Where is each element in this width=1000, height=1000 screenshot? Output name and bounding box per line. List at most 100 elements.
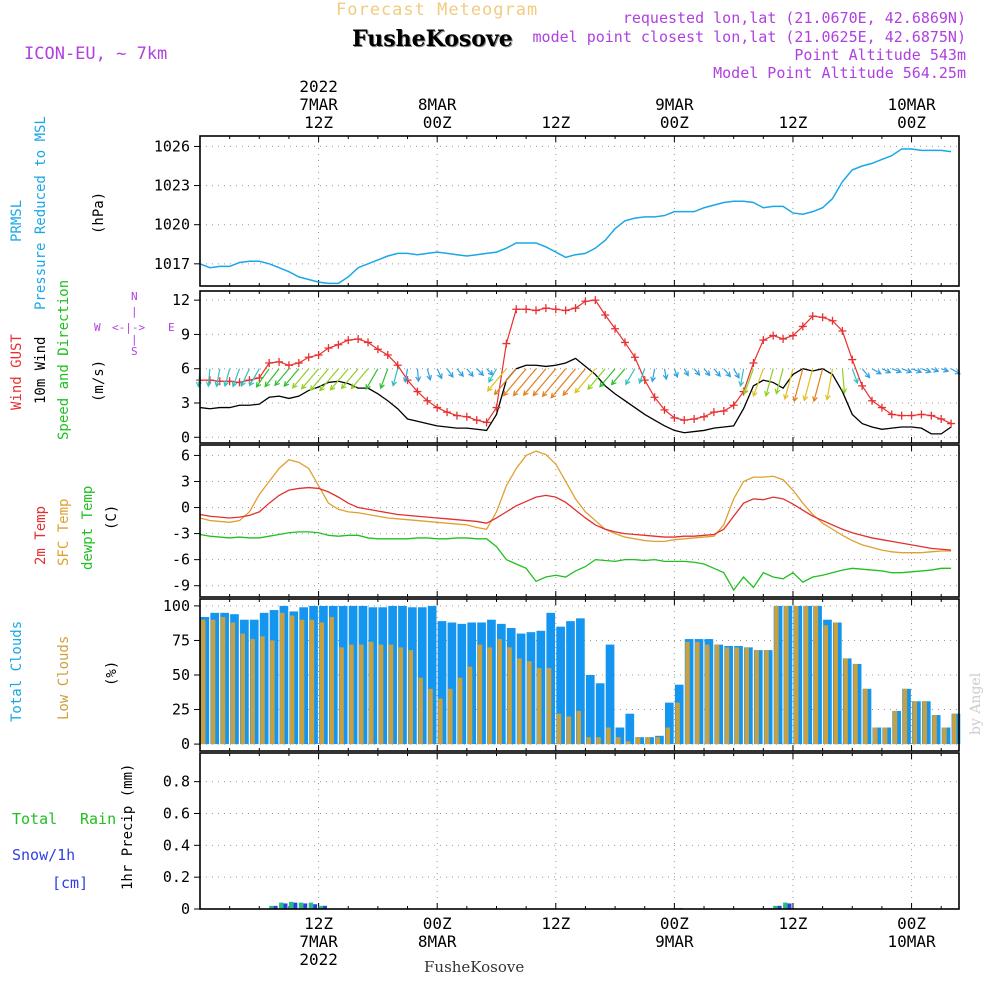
wind-arrow (214, 368, 221, 388)
bar-low-clouds (527, 661, 532, 745)
y-tick-label: 6 (181, 360, 190, 378)
panel-frame (199, 135, 960, 287)
wind-arrow (562, 368, 586, 397)
gust-marker (769, 331, 778, 340)
gust-marker (373, 345, 382, 354)
wind-arrow (693, 368, 701, 377)
bar-low-clouds (734, 647, 740, 745)
compass-bar-bottom: | (131, 333, 138, 346)
gust-marker (759, 336, 768, 345)
wind-arrow (255, 368, 270, 388)
bar-low-clouds (596, 737, 601, 745)
bar-precip-rain (323, 905, 327, 909)
gust-marker (472, 416, 481, 425)
bar-low-clouds (388, 644, 394, 745)
bar-total-clouds (595, 683, 605, 745)
bar-low-clouds (546, 668, 552, 745)
bar-precip-rain (273, 905, 278, 909)
wind-arrow (231, 368, 241, 388)
gust-marker (788, 331, 797, 340)
time-label-bottom: 00Z (660, 914, 689, 933)
p5-label-rain: Rain (80, 810, 117, 828)
y-tick-label: 75 (172, 631, 190, 649)
gust-marker (393, 361, 402, 370)
y-tick-label: 0.4 (163, 836, 190, 854)
y-tick-label: -3 (172, 525, 190, 543)
bar-low-clouds (675, 702, 680, 745)
time-label-top: 7MAR (299, 95, 338, 114)
bar-low-clouds (487, 647, 493, 745)
y-tick-label: 50 (172, 666, 190, 684)
wind-arrow (532, 368, 557, 397)
wind-arrow (783, 368, 794, 401)
bar-low-clouds (230, 622, 236, 745)
y-tick-label: 3 (181, 472, 190, 490)
bar-low-clouds (201, 619, 206, 745)
bar-total-clouds (625, 713, 635, 745)
gust-marker (581, 297, 590, 306)
bar-low-clouds (378, 644, 384, 745)
gust-marker (650, 393, 659, 402)
bar-low-clouds (309, 619, 315, 745)
footer-location: FusheKosove (424, 958, 525, 976)
gust-marker (838, 327, 847, 335)
bar-low-clouds (912, 701, 918, 745)
time-label-top: 00Z (660, 113, 689, 132)
gust-marker (532, 306, 541, 315)
gust-marker (354, 335, 363, 343)
bar-low-clouds (705, 644, 710, 745)
gust-marker (462, 412, 471, 421)
bar-low-clouds (616, 737, 621, 745)
bar-total-clouds (615, 727, 625, 745)
wind-arrow (365, 368, 379, 391)
time-label-bottom: 12Z (541, 914, 570, 933)
bar-precip-rain (303, 903, 308, 909)
gust-marker (897, 411, 906, 420)
bar-low-clouds (576, 710, 581, 745)
bar-low-clouds (270, 640, 275, 745)
gust-marker (729, 401, 738, 410)
p5-label-cm: [cm] (52, 874, 89, 892)
compass-bar-top: | (131, 305, 138, 318)
gust-marker (828, 316, 837, 325)
bar-low-clouds (823, 625, 829, 745)
gust-marker (541, 304, 550, 313)
bar-total-clouds (605, 644, 615, 745)
y-tick-label: 9 (181, 325, 190, 343)
gust-marker (225, 377, 234, 386)
bar-precip-total (288, 901, 294, 909)
gust-marker (522, 305, 531, 314)
wind-arrow (205, 368, 212, 388)
bar-low-clouds (942, 727, 947, 745)
bar-total-clouds (556, 626, 565, 745)
wind-arrow (309, 368, 329, 392)
bar-low-clouds (665, 727, 670, 745)
gust-marker (433, 403, 442, 412)
series-line-wind-speed (199, 357, 952, 435)
wind-arrow (350, 368, 369, 390)
bar-low-clouds (744, 647, 750, 745)
series-line-sfc-temp (199, 450, 952, 554)
bar-low-clouds (655, 737, 661, 745)
bar-precip-rain (777, 905, 782, 909)
gust-marker (482, 418, 491, 427)
bar-low-clouds (398, 647, 404, 745)
bar-total-clouds (427, 605, 437, 745)
closest-coords: model point closest lon,lat (21.0625E, 4… (532, 28, 966, 46)
wind-arrow (493, 368, 517, 396)
wind-arrow (911, 368, 923, 374)
bar-low-clouds (299, 619, 305, 745)
bar-low-clouds (932, 715, 937, 745)
bar-low-clouds (240, 633, 245, 745)
bar-low-clouds (685, 641, 690, 745)
bar-low-clouds (853, 663, 858, 745)
y-tick-label: 0 (181, 900, 190, 918)
wind-arrow (476, 368, 485, 377)
bar-low-clouds (289, 615, 295, 745)
wind-arrow (851, 368, 859, 385)
wind-arrow (541, 368, 567, 398)
gust-marker (571, 304, 580, 313)
wind-arrow (283, 368, 300, 387)
wind-arrow (931, 367, 940, 373)
gust-marker (235, 378, 244, 387)
